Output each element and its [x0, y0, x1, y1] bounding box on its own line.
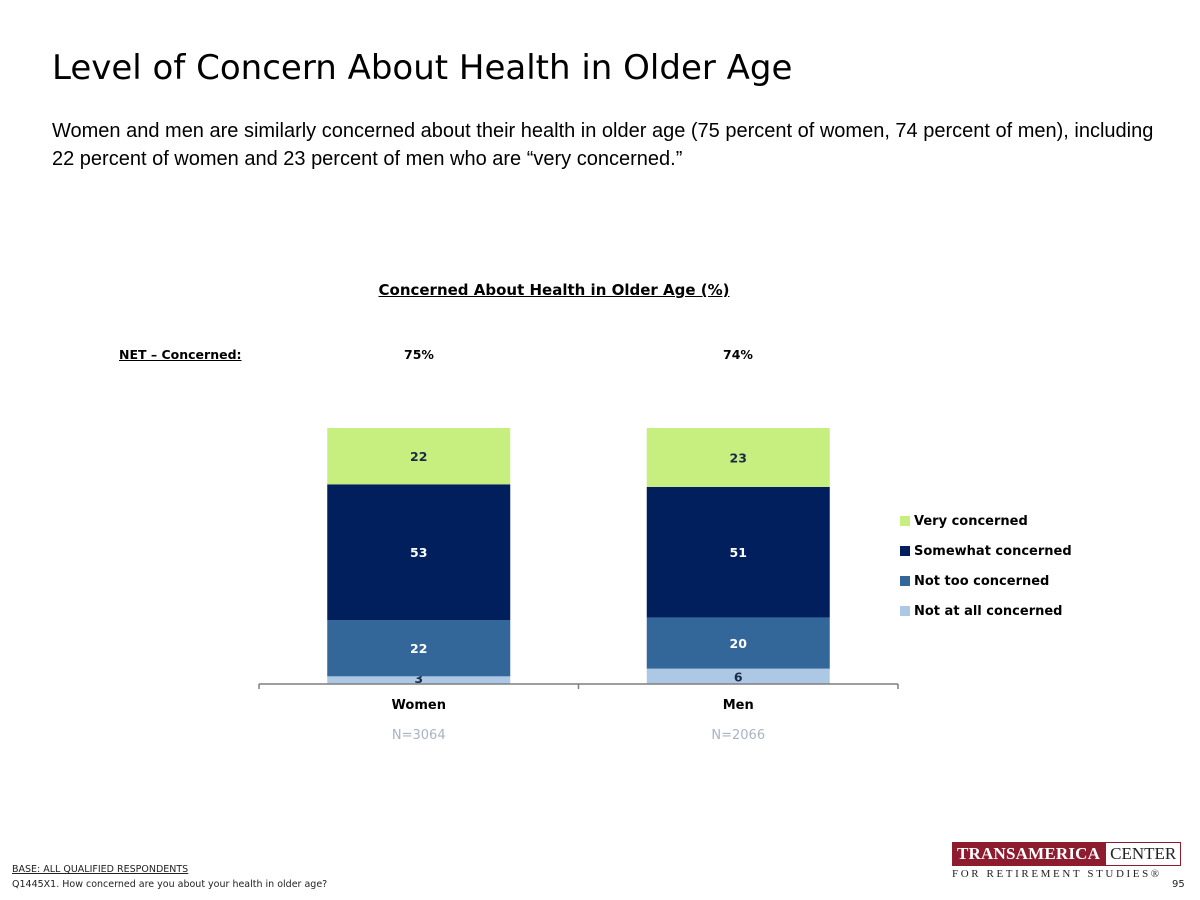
data-label-men-very-concerned: 23 — [730, 450, 747, 465]
net-value-men: 74% — [723, 347, 753, 362]
legend-item-not-at-all-concerned: Not at all concerned — [900, 596, 1072, 626]
x-tick-label-men: Men — [723, 698, 754, 713]
footer-base: BASE: ALL QUALIFIED RESPONDENTS — [12, 864, 189, 875]
data-label-women-not-at-all-concerned: 3 — [414, 671, 423, 686]
bar-men-not-too-concerned — [646, 617, 830, 669]
bar-men-somewhat-concerned — [646, 486, 830, 618]
logo-center: CENTER — [1105, 842, 1182, 866]
data-label-women-somewhat-concerned: 53 — [410, 545, 427, 560]
net-value-women: 75% — [404, 347, 434, 362]
chart-title: Concerned About Health in Older Age (%) — [378, 281, 730, 299]
transamerica-logo: TRANSAMERICA CENTER FOR RETIREMENT STUDI… — [952, 842, 1182, 880]
bar-women-not-too-concerned — [327, 620, 511, 677]
net-concerned-label: NET – Concerned: — [119, 347, 242, 362]
legend-label: Not too concerned — [914, 573, 1050, 589]
data-label-men-somewhat-concerned: 51 — [730, 545, 747, 560]
page-number: 95 — [1172, 879, 1185, 890]
bar-men-not-at-all-concerned — [646, 668, 830, 684]
sample-size-men: N=2066 — [711, 728, 765, 743]
legend-item-somewhat-concerned: Somewhat concerned — [900, 536, 1072, 566]
legend-swatch — [900, 606, 910, 616]
logo-tagline: FOR RETIREMENT STUDIES® — [952, 868, 1162, 880]
data-label-women-not-too-concerned: 22 — [410, 641, 427, 656]
footer-question: Q1445X1. How concerned are you about you… — [12, 879, 328, 890]
data-label-men-not-too-concerned: 20 — [730, 636, 748, 651]
legend-item-very-concerned: Very concerned — [900, 506, 1072, 536]
sample-size-women: N=3064 — [392, 728, 446, 743]
legend-swatch — [900, 516, 910, 526]
legend-label: Very concerned — [914, 513, 1028, 529]
bar-women-not-at-all-concerned — [327, 676, 511, 684]
bar-women-very-concerned — [327, 428, 511, 485]
data-label-men-not-at-all-concerned: 6 — [734, 669, 743, 684]
bar-women-somewhat-concerned — [327, 484, 511, 620]
x-tick-label-women: Women — [392, 698, 446, 713]
page-title: Level of Concern About Health in Older A… — [52, 48, 793, 88]
chart-legend: Very concerned Somewhat concerned Not too … — [900, 506, 1072, 626]
bar-men-very-concerned — [646, 428, 830, 487]
logo-name: TRANSAMERICA — [952, 842, 1106, 866]
legend-label: Somewhat concerned — [914, 543, 1072, 559]
legend-label: Not at all concerned — [914, 603, 1063, 619]
legend-swatch — [900, 576, 910, 586]
legend-swatch — [900, 546, 910, 556]
legend-item-not-too-concerned: Not too concerned — [900, 566, 1072, 596]
page-subtitle: Women and men are similarly concerned ab… — [52, 120, 1154, 170]
data-label-women-very-concerned: 22 — [410, 449, 427, 464]
